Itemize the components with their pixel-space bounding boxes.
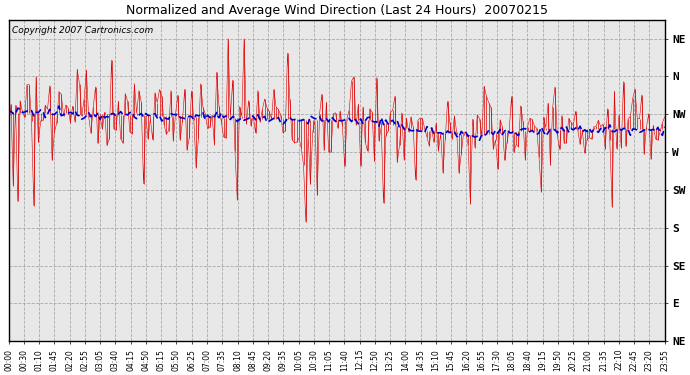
Text: Copyright 2007 Cartronics.com: Copyright 2007 Cartronics.com: [12, 26, 153, 35]
Title: Normalized and Average Wind Direction (Last 24 Hours)  20070215: Normalized and Average Wind Direction (L…: [126, 4, 548, 17]
